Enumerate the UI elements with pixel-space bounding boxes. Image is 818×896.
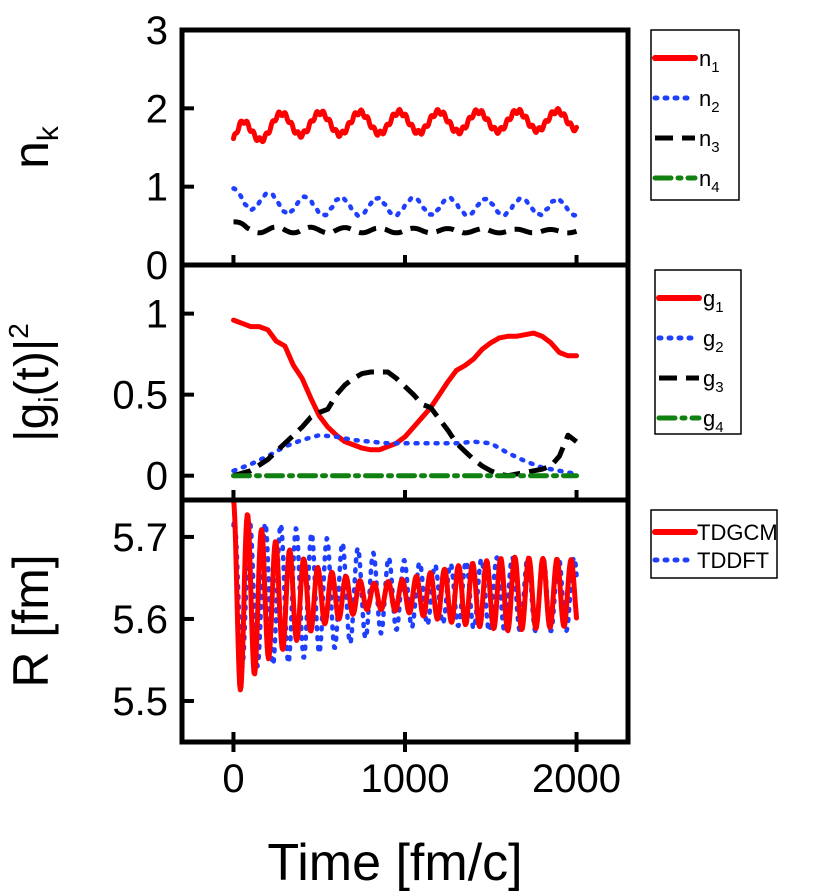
y-tick-label: 3 [146, 9, 168, 53]
x-tick-label: 2000 [532, 757, 621, 801]
plot-frame [179, 262, 631, 503]
y-axis-title: R [fm] [3, 554, 59, 687]
legend-label: n3 [699, 126, 720, 156]
y-tick-label: 0 [146, 455, 168, 499]
legend-label: n2 [699, 86, 720, 116]
legend-nk: n1 n2 n3 n4 [650, 29, 740, 201]
legend-label: g4 [703, 406, 724, 436]
y-tick-label: 1 [146, 166, 168, 210]
legend-g: g1 g2 g3 g4 [654, 269, 742, 436]
series-line-n1 [231, 106, 579, 145]
y-tick-label: 1 [146, 293, 168, 337]
panel-r: 5.5 5.6 5.7 0 1000 2000 R [fm] TDGCM TDDFT [3, 497, 778, 801]
y-tick-label: 5.6 [112, 598, 168, 642]
y-tick-label: 0 [146, 244, 168, 288]
series-line-g1 [231, 317, 579, 453]
series-line-n2 [231, 186, 579, 219]
series-line-g2 [231, 432, 579, 477]
legend-label: g3 [703, 366, 724, 396]
y-tick-label: 5.7 [112, 516, 168, 560]
x-tick-label: 1000 [361, 757, 450, 801]
legend-label: g1 [703, 286, 724, 316]
series-line-tdgcm [231, 500, 579, 693]
y-tick-label: 2 [146, 87, 168, 131]
x-axis-title: Time [fm/c] [267, 834, 522, 892]
series-line-n3 [231, 219, 579, 236]
y-tick-label: 0.5 [112, 374, 168, 418]
legend-r: TDGCM TDDFT [650, 509, 778, 579]
y-axis-title: |gi(t)|2 [3, 323, 64, 442]
y-tick-label: 5.5 [112, 680, 168, 724]
y-axis-title: nk [3, 125, 65, 169]
legend-label: TDDFT [697, 548, 769, 573]
panel-nk: 0 1 2 3 nk n1 n2 n3 n4 [3, 9, 740, 288]
legend-frame [654, 269, 742, 435]
x-tick-label: 0 [222, 757, 244, 801]
legend-frame [650, 509, 778, 579]
legend-label: n4 [699, 166, 720, 196]
panel-g: 0 0.5 1 |gi(t)|2 g1 g2 g3 g4 [3, 262, 742, 503]
legend-label: TDGCM [697, 520, 778, 545]
legend-label: g2 [703, 326, 724, 356]
legend-label: n1 [699, 46, 720, 76]
